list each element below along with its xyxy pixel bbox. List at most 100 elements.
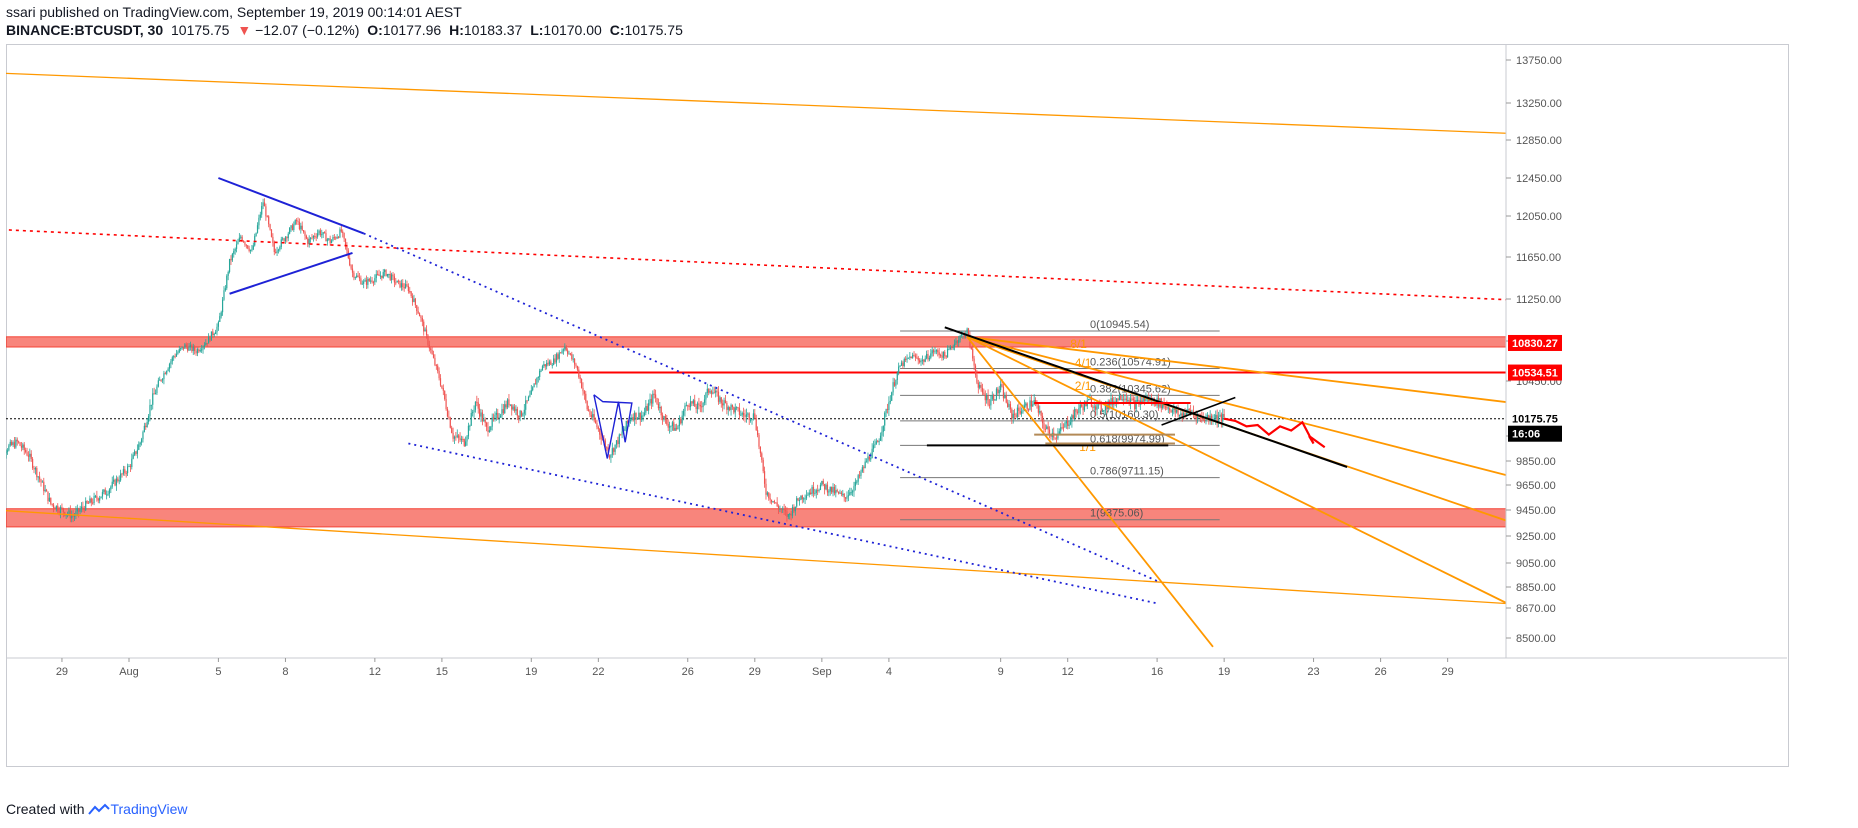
candle-body	[926, 353, 928, 359]
candle-body	[761, 453, 763, 460]
candle-body	[247, 245, 249, 249]
candle-body	[339, 229, 341, 238]
price-tick-label: 9050.00	[1516, 558, 1556, 570]
candle-body	[113, 479, 115, 482]
candle-body	[393, 276, 396, 283]
chart-frame[interactable]	[6, 44, 1789, 767]
candle-body	[574, 358, 576, 365]
candle-body	[884, 412, 886, 426]
candle-body	[196, 349, 199, 354]
candle-body	[1103, 410, 1105, 412]
fan-label-0: 8/1	[1070, 337, 1087, 351]
candle-body	[664, 416, 666, 420]
candle-body	[435, 364, 437, 366]
candle-body	[399, 280, 401, 288]
black-trendline	[944, 326, 1348, 468]
candle-body	[258, 217, 260, 226]
candle-body	[156, 386, 158, 394]
candle-body	[97, 498, 99, 501]
candle-body	[245, 244, 247, 246]
candle-body	[439, 378, 442, 386]
candle-body	[177, 352, 179, 354]
candle-body	[966, 328, 968, 334]
candle-body	[928, 357, 931, 360]
candle-body	[154, 393, 157, 395]
candle-body	[1092, 406, 1094, 408]
candle-body	[370, 280, 372, 282]
candle-body	[582, 387, 584, 392]
price-tick-label: 13250.00	[1516, 98, 1562, 110]
candle-body	[78, 508, 80, 512]
candle-body	[772, 501, 774, 503]
candle-body	[115, 478, 118, 486]
candle-body	[163, 373, 165, 380]
candle-body	[956, 340, 958, 343]
candle-body	[624, 428, 626, 431]
candle-body	[96, 495, 98, 499]
candle-body	[861, 467, 863, 472]
candle-body	[530, 390, 532, 395]
candle-body	[824, 484, 826, 490]
candle-body	[75, 511, 77, 516]
candle-body	[791, 507, 794, 516]
tradingview-brand[interactable]: TradingView	[110, 801, 188, 817]
candle-body	[481, 412, 484, 422]
candle-body	[321, 234, 323, 236]
candle-body	[736, 407, 738, 409]
candle-body	[101, 491, 104, 497]
candle-body	[804, 498, 806, 500]
candle-body	[80, 506, 83, 510]
candle-body	[318, 230, 320, 234]
candle-body	[831, 486, 833, 493]
candle-body	[723, 400, 725, 406]
candle-body	[997, 388, 999, 394]
candle-body	[938, 352, 940, 356]
candle-body	[414, 298, 416, 306]
candle-body	[1027, 409, 1030, 411]
symbol-info: BINANCE:BTCUSDT, 30 10175.75 ▼ −12.07 (−…	[6, 22, 687, 38]
candle-body	[392, 274, 394, 277]
candle-body	[912, 354, 914, 359]
candle-body	[682, 411, 685, 416]
time-tick-label: 16	[1151, 666, 1163, 678]
candle-body	[668, 426, 671, 428]
candle-body	[357, 275, 359, 277]
candle-body	[26, 452, 28, 456]
candle-body	[174, 356, 176, 358]
candle-body	[1034, 400, 1037, 404]
candle-body	[199, 350, 201, 352]
candle-body	[1176, 409, 1178, 413]
candle-body	[175, 353, 178, 357]
candle-body	[100, 496, 102, 499]
candle-body	[745, 414, 748, 417]
candle-body	[389, 273, 391, 281]
candle-body	[280, 239, 282, 247]
candle-body	[562, 349, 565, 351]
candle-body	[326, 239, 328, 242]
candle-body	[132, 454, 134, 459]
candle-body	[79, 509, 81, 512]
candle-body	[575, 364, 577, 367]
price-label-10534: 10534.51	[1512, 368, 1558, 380]
time-tick-label: Sep	[812, 666, 832, 678]
candle-body	[1136, 399, 1139, 401]
candle-body	[782, 508, 784, 510]
candle-body	[632, 417, 634, 421]
candle-body	[133, 451, 136, 455]
candle-body	[578, 369, 580, 378]
candle-body	[946, 349, 949, 358]
candle-body	[170, 361, 172, 365]
candle-body	[1208, 415, 1210, 420]
candle-body	[353, 272, 355, 278]
candle-body	[1074, 409, 1076, 419]
price-tick-label: 9850.00	[1516, 456, 1556, 468]
candle-body	[462, 438, 464, 440]
candle-body	[438, 371, 440, 379]
candle-body	[1183, 413, 1185, 418]
candle-body	[265, 206, 267, 217]
price-chart[interactable]: 0(10945.54)0.236(10574.91)0.382(10345.62…	[6, 44, 1787, 766]
author-name[interactable]: ssari	[6, 4, 36, 20]
candle-body	[1185, 413, 1188, 417]
time-tick-label: 29	[1442, 666, 1454, 678]
candle-body	[434, 357, 436, 365]
